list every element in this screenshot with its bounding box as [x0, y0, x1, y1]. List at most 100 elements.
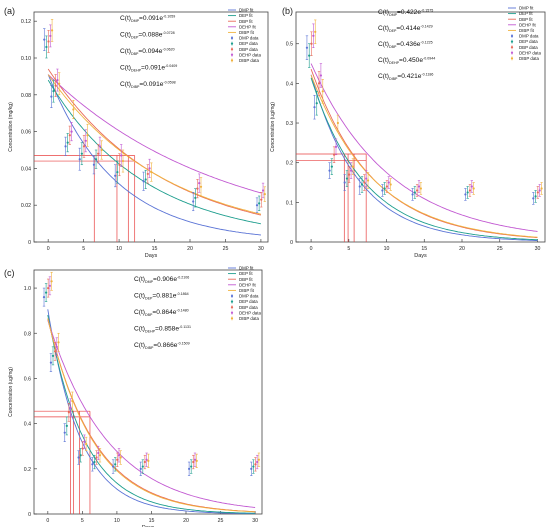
legend-label: DBP data [239, 305, 258, 310]
data-point-dep [308, 54, 311, 57]
x-tick-label: 25 [497, 246, 503, 252]
data-point-dehp [84, 139, 87, 142]
equation-dbp: C(t)DBP=0.864e-0.1480 [134, 308, 189, 316]
legend-marker-dmp [230, 294, 234, 298]
data-point-dibp [472, 187, 475, 190]
data-point-dbp [146, 172, 149, 176]
data-point-dmp [255, 204, 259, 207]
data-point-dehp [470, 185, 473, 188]
legend-label: DIBP fit [239, 288, 255, 293]
data-point-dehp [120, 154, 123, 157]
data-point-dmp [305, 46, 309, 49]
fit-curve-dehp [310, 63, 538, 232]
data-point-dbp [348, 173, 351, 176]
legend-label: DMP fit [239, 266, 254, 271]
legend-label: DMP data [239, 36, 259, 41]
legend-label: DEP data [239, 299, 258, 304]
x-tick-label: 0 [47, 246, 50, 252]
x-tick-label: 30 [252, 518, 258, 524]
data-point-dep [534, 195, 537, 198]
data-point-dbp [385, 185, 389, 188]
data-point-dehp [70, 130, 73, 133]
data-point-dibp [389, 183, 392, 186]
y-tick-label: 0 [28, 512, 31, 518]
data-point-dibp [72, 108, 75, 111]
legend-label: DBP data [519, 45, 538, 50]
data-point-dep [360, 183, 364, 186]
data-point-dbp [116, 458, 119, 461]
x-tick-label: 5 [81, 518, 84, 524]
data-point-dibp [58, 82, 61, 85]
panel-label: (c) [4, 268, 15, 278]
data-point-dmp [139, 467, 142, 470]
x-tick-label: 10 [114, 518, 120, 524]
data-point-dibp [71, 399, 74, 403]
data-point-dmp [43, 38, 46, 41]
y-tick-label: 0.3 [286, 121, 293, 127]
data-point-dep [52, 90, 55, 93]
x-tick-label: 10 [116, 246, 122, 252]
data-point-dep [330, 165, 333, 168]
panel-1: (b) 0 0.1 0.2 0.3 0.4 0.5 0 5 10 15 20 25 30 Days Conce… [270, 6, 546, 259]
data-point-dibp [147, 459, 150, 463]
data-point-dmp [328, 169, 331, 172]
y-axis-label: Concentration (ug/mg) [270, 102, 276, 152]
legend-marker-dep [230, 42, 234, 45]
data-point-dbp [363, 181, 366, 184]
y-tick-label: 0.4 [24, 422, 31, 428]
equation-dep: C(t)DEP=0.088e-0.0728 [120, 31, 175, 39]
x-tick-label: 30 [535, 246, 541, 252]
data-point-dep [116, 170, 119, 174]
equation-dibp: C(t)DIBP=0.866e-0.1509 [134, 341, 190, 349]
legend-marker-dehp [510, 51, 514, 54]
data-point-dibp [86, 134, 89, 137]
legend-marker-dmp [510, 34, 514, 38]
data-point-dmp [532, 197, 535, 200]
fit-curve-dehp [47, 74, 262, 194]
panel-0: (a) 0 0.02 0.04 0.06 0.08 0.10 0.12 0 5 10 15 20 25 30… [4, 6, 269, 259]
data-point-dibp [314, 30, 317, 33]
equation-dbp: C(t)DBP=0.436e-0.1225 [378, 40, 433, 48]
data-point-dibp [321, 90, 324, 93]
data-point-dbp [118, 163, 121, 166]
x-tick-label: 20 [459, 246, 465, 252]
data-point-dmp [42, 296, 46, 299]
fit-curve-dibp [47, 318, 256, 513]
plot-frame [295, 11, 546, 243]
y-tick-label: 0.4 [286, 81, 293, 87]
x-tick-label: 15 [152, 246, 158, 252]
data-point-dibp [98, 454, 102, 457]
data-point-dmp [114, 174, 117, 177]
data-point-dehp [117, 454, 121, 457]
legend-label: DEP data [239, 41, 258, 46]
data-point-dmp [188, 467, 191, 470]
legend-label: DMP fit [519, 6, 534, 11]
legend-marker-dbp [230, 48, 234, 51]
legend-label: DBP fit [239, 277, 253, 282]
plot-frame [33, 11, 269, 243]
fit-curve-dibp [310, 74, 538, 238]
data-point-dep [93, 460, 96, 464]
legend-label: DEP fit [239, 271, 253, 276]
data-point-dehp [261, 189, 265, 192]
data-point-dmp [78, 158, 81, 161]
data-point-dep [94, 158, 98, 161]
data-point-dep [45, 45, 48, 49]
panel-label: (b) [282, 6, 293, 16]
data-point-dbp [254, 463, 257, 466]
data-point-dehp [198, 182, 201, 185]
legend-label: DEHP fit [239, 24, 257, 29]
y-tick-label: 0.1 [286, 200, 293, 206]
data-point-dbp [416, 189, 419, 192]
plot-area [34, 271, 261, 514]
legend-label: DIBP data [239, 316, 259, 321]
fit-curve-dibp [47, 74, 262, 215]
data-point-dehp [69, 406, 72, 409]
legend-marker-dep [230, 300, 234, 303]
plot-area [34, 19, 267, 242]
y-tick-label: 0.6 [24, 376, 31, 382]
